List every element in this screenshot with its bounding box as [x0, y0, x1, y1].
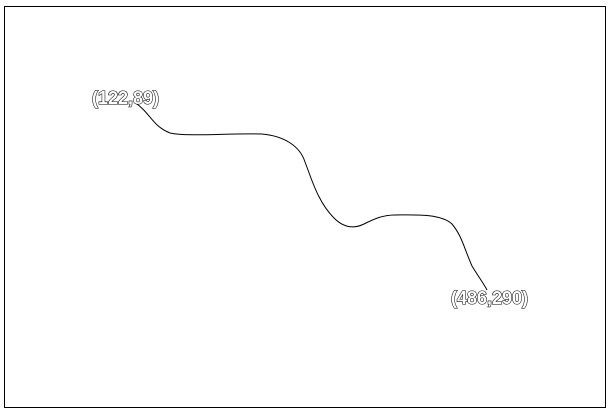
end-coordinate-label: (486,290)	[451, 288, 528, 308]
drawing-canvas[interactable]	[4, 6, 606, 408]
start-coordinate-label: (122,89)	[92, 88, 159, 108]
drag-path	[133, 101, 488, 291]
